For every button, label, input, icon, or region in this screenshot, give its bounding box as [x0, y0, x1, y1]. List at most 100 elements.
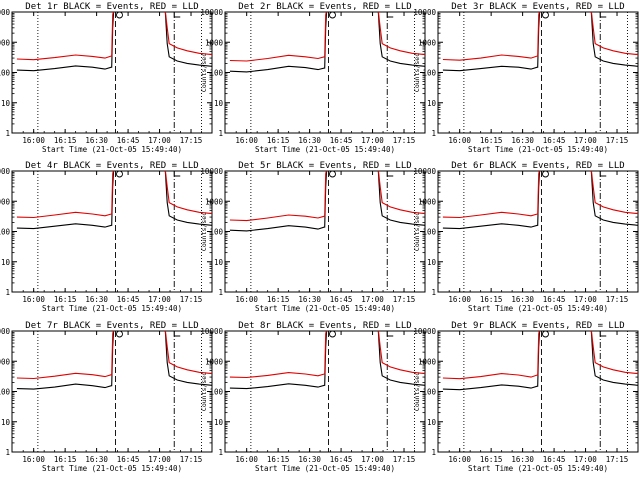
x-tick-label: 16:30 [298, 136, 321, 145]
y-tick-label: 10 [1, 418, 11, 427]
attenuator-marker [542, 11, 549, 19]
y-tick-label: 1000 [0, 357, 10, 366]
x-tick-label: 16:45 [330, 295, 353, 304]
x-tick-label: 16:30 [85, 295, 108, 304]
x-tick-label: 16:15 [267, 136, 290, 145]
y-tick-label: 100 [0, 388, 10, 397]
panel-title: Det 8r BLACK = Events, RED = LLD [238, 321, 411, 331]
y-tick-label: 10 [1, 99, 11, 108]
decimation-marker [386, 331, 394, 337]
decimation-marker [386, 171, 394, 177]
x-tick-label: 16:00 [235, 295, 258, 304]
x-tick-label: 16:45 [117, 136, 140, 145]
panel-title: Det 5r BLACK = Events, RED = LLD [238, 161, 411, 171]
y-tick-label: 1 [431, 288, 436, 297]
x-tick-label: 16:45 [330, 136, 353, 145]
detector-panel: Det 8r BLACK = Events, RED = LLD 1 10 100 10… [200, 321, 426, 473]
decimation-marker [599, 12, 607, 18]
events-series-line [229, 331, 425, 390]
y-tick-label: 1000 [205, 357, 224, 366]
x-tick-label: 17:00 [361, 136, 384, 145]
x-tick-label: 17:00 [148, 136, 171, 145]
x-axis-label: Start Time (21-Oct-05 15:49:40) [468, 145, 608, 154]
x-tick-label: 16:00 [448, 136, 471, 145]
x-tick-label: 16:15 [54, 295, 77, 304]
attenuator-marker [116, 11, 123, 19]
y-tick-label: 100 [422, 228, 436, 237]
y-tick-label: 10000 [0, 8, 10, 17]
decimation-marker [173, 171, 181, 177]
x-tick-label: 16:45 [543, 295, 566, 304]
y-tick-label: 100 [209, 228, 223, 237]
x-tick-label: 17:15 [606, 295, 629, 304]
y-tick-label: 1000 [0, 38, 10, 47]
y-tick-label: 10000 [413, 8, 436, 17]
x-tick-label: 16:45 [330, 455, 353, 464]
x-axis-label: Start Time (21-Oct-05 15:49:40) [42, 304, 182, 313]
lld-series-line [229, 331, 425, 379]
x-tick-label: 17:00 [574, 136, 597, 145]
events-series-line [16, 331, 212, 390]
x-axis-label: Start Time (21-Oct-05 15:49:40) [255, 304, 395, 313]
events-series-line [16, 171, 212, 230]
y-tick-label: 10 [427, 418, 437, 427]
decimation-marker [173, 12, 181, 18]
decimation-marker [173, 331, 181, 337]
x-tick-label: 17:15 [393, 455, 416, 464]
x-tick-label: 17:00 [574, 455, 597, 464]
panel-title: Det 7r BLACK = Events, RED = LLD [25, 321, 198, 331]
x-tick-label: 16:30 [511, 136, 534, 145]
x-axis-label: Start Time (21-Oct-05 15:49:40) [255, 145, 395, 154]
x-tick-label: 17:00 [148, 295, 171, 304]
attenuator-marker [329, 11, 336, 19]
events-series-line [16, 12, 212, 72]
x-tick-label: 16:30 [511, 295, 534, 304]
x-tick-label: 16:15 [267, 455, 290, 464]
x-axis-label: Start Time (21-Oct-05 15:49:40) [255, 464, 395, 473]
decimation-marker [599, 331, 607, 337]
x-tick-label: 16:30 [511, 455, 534, 464]
y-tick-label: 10000 [413, 167, 436, 176]
y-tick-label: 1 [431, 129, 436, 138]
detector-panel: Det 1r BLACK = Events, RED = LLD 1 10 100 10… [0, 2, 213, 154]
x-tick-label: 16:15 [267, 295, 290, 304]
y-axis-label: Counts/sec [200, 212, 208, 251]
x-tick-label: 17:00 [148, 455, 171, 464]
y-tick-label: 10 [214, 99, 224, 108]
panel-title: Det 1r BLACK = Events, RED = LLD [25, 2, 198, 12]
x-tick-label: 16:15 [480, 136, 503, 145]
y-tick-label: 10 [214, 418, 224, 427]
x-tick-label: 16:00 [22, 295, 45, 304]
y-tick-label: 1 [431, 448, 436, 457]
y-tick-label: 1 [218, 288, 223, 297]
x-tick-label: 16:15 [54, 455, 77, 464]
x-tick-label: 16:30 [85, 136, 108, 145]
y-axis-label: Counts/sec [200, 53, 208, 92]
detector-panel: Det 9r BLACK = Events, RED = LLD 1 10 100 10… [413, 321, 639, 473]
x-tick-label: 17:15 [606, 136, 629, 145]
y-tick-label: 10000 [413, 327, 436, 336]
x-tick-label: 17:15 [180, 136, 203, 145]
events-series-line [229, 171, 425, 232]
events-series-line [442, 171, 638, 230]
attenuator-marker [116, 330, 123, 338]
x-tick-label: 16:45 [117, 455, 140, 464]
x-tick-label: 16:00 [22, 455, 45, 464]
y-tick-label: 10000 [200, 167, 223, 176]
events-series-line [442, 331, 638, 391]
y-tick-label: 100 [209, 69, 223, 78]
y-tick-label: 1 [5, 129, 10, 138]
detector-panel: Det 5r BLACK = Events, RED = LLD 1 10 100 10… [200, 161, 426, 313]
y-tick-label: 1000 [205, 38, 224, 47]
x-tick-label: 16:45 [543, 455, 566, 464]
y-tick-label: 10 [427, 99, 437, 108]
x-tick-label: 17:00 [361, 455, 384, 464]
detector-panel: Det 7r BLACK = Events, RED = LLD 1 10 100 10… [0, 321, 213, 473]
x-tick-label: 16:30 [298, 455, 321, 464]
detector-panel: Det 3r BLACK = Events, RED = LLD 1 10 100 10… [413, 2, 639, 154]
x-tick-label: 17:15 [180, 295, 203, 304]
x-axis-label: Start Time (21-Oct-05 15:49:40) [42, 464, 182, 473]
lld-series-line [229, 12, 425, 62]
y-tick-label: 10000 [200, 327, 223, 336]
